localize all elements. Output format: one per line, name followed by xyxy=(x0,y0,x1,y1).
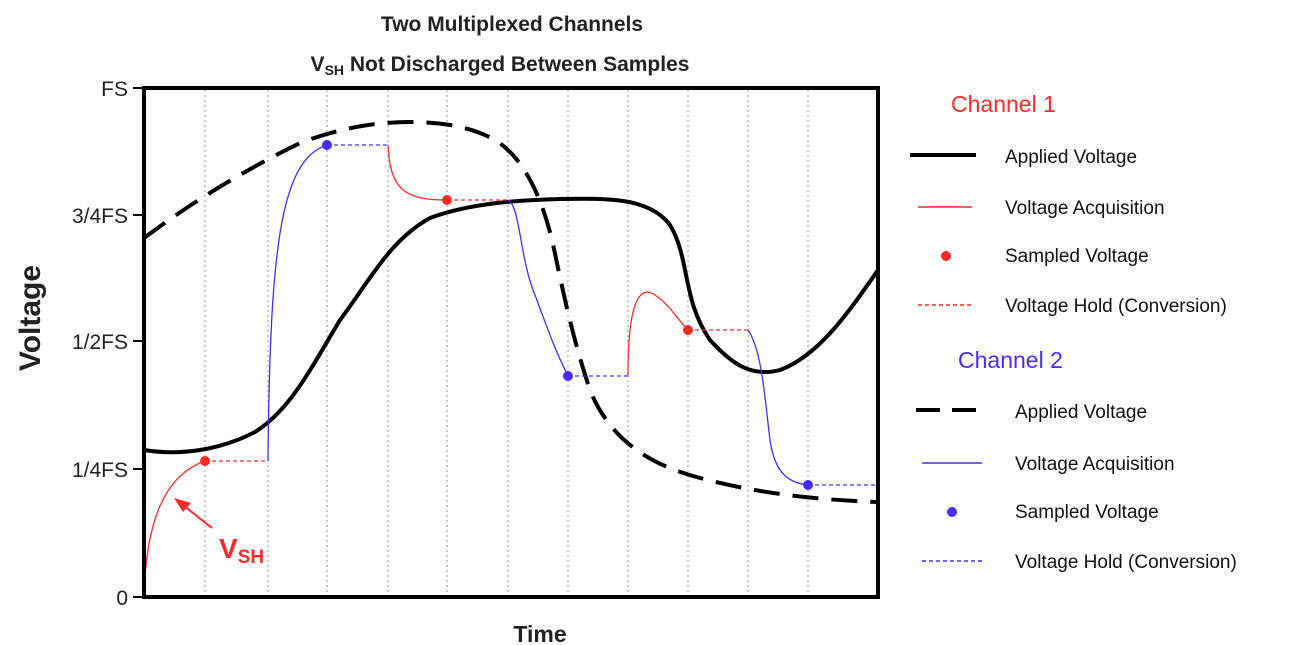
ch1-applied-voltage-curve xyxy=(143,196,880,455)
y-tick-label: 0 xyxy=(116,587,128,610)
legend-ch1-hold-label: Voltage Hold (Conversion) xyxy=(1005,296,1227,317)
vsh-arrow-shaft xyxy=(182,504,213,529)
ch2-acquisition-curve xyxy=(267,144,328,462)
title-line-2: VSH Not Discharged Between Samples xyxy=(311,53,690,78)
y-tick-label: FS xyxy=(101,78,128,101)
legend-ch1-sample-swatch xyxy=(941,251,951,261)
ch2-acquisition-curve xyxy=(747,329,809,486)
ch2-acquisition-curve xyxy=(507,199,569,377)
ch1-acquisition-curve xyxy=(627,291,689,376)
legend-ch1-acquisition-label: Voltage Acquisition xyxy=(1005,198,1165,219)
vsh-annotation: VSH xyxy=(174,498,264,568)
y-axis-tick-labels: FS 3/4FS 1/2FS 1/4FS 0 xyxy=(72,78,128,610)
ch2-sample-points xyxy=(322,140,813,490)
ch1-sample-points xyxy=(200,195,693,466)
vsh-label-main: V xyxy=(219,533,238,564)
legend-channel-2-title: Channel 2 xyxy=(958,347,1063,373)
ch1-sample-point xyxy=(683,325,693,335)
ch1-sample-point xyxy=(442,195,452,205)
y-axis-ticks xyxy=(133,87,144,598)
ch2-hold-lines xyxy=(327,144,876,486)
legend-ch2-sample-label: Sampled Voltage xyxy=(1015,502,1159,523)
ch1-acquisition-curve xyxy=(143,460,206,598)
ch2-applied-voltage-curve xyxy=(142,119,879,504)
x-axis-label: Time xyxy=(513,621,566,645)
ch2-sample-point xyxy=(563,371,573,381)
legend-ch2-acquisition-label: Voltage Acquisition xyxy=(1015,454,1175,475)
ch2-acquisition-curves xyxy=(267,144,809,486)
legend-ch2-sample-swatch xyxy=(947,507,957,517)
y-tick-label: 1/2FS xyxy=(72,331,128,354)
legend-channel-1-title: Channel 1 xyxy=(951,91,1056,117)
ch1-sample-point xyxy=(200,456,210,466)
plot-frame xyxy=(142,86,880,599)
ch2-sample-point xyxy=(322,140,332,150)
title-line-2-rest: Not Discharged Between Samples xyxy=(344,53,689,76)
y-axis-label: Voltage xyxy=(14,265,47,371)
legend-channel-1: Channel 1 Applied Voltage Voltage Acquis… xyxy=(910,91,1227,317)
ch1-acquisition-curve xyxy=(387,144,448,201)
ch1-hold-lines xyxy=(205,199,748,462)
ch1-acquisition-curves xyxy=(143,144,689,598)
ch2-sample-point xyxy=(803,480,813,490)
vsh-arrowhead xyxy=(174,498,191,512)
y-tick-label: 1/4FS xyxy=(72,459,128,482)
legend-ch1-sample-label: Sampled Voltage xyxy=(1005,246,1149,267)
title-line-1: Two Multiplexed Channels xyxy=(381,13,643,36)
title-vsh-main: V xyxy=(311,53,325,76)
time-grid xyxy=(204,90,809,597)
legend-channel-2: Channel 2 Applied Voltage Voltage Acquis… xyxy=(916,347,1237,573)
vsh-label: VSH xyxy=(219,533,264,568)
legend-ch1-applied-label: Applied Voltage xyxy=(1005,147,1137,168)
legend-ch2-hold-label: Voltage Hold (Conversion) xyxy=(1015,552,1237,573)
y-tick-label: 3/4FS xyxy=(72,205,128,228)
legend-ch2-applied-label: Applied Voltage xyxy=(1015,402,1147,423)
vsh-label-sub: SH xyxy=(238,547,264,568)
title-vsh-sub: SH xyxy=(325,62,344,78)
